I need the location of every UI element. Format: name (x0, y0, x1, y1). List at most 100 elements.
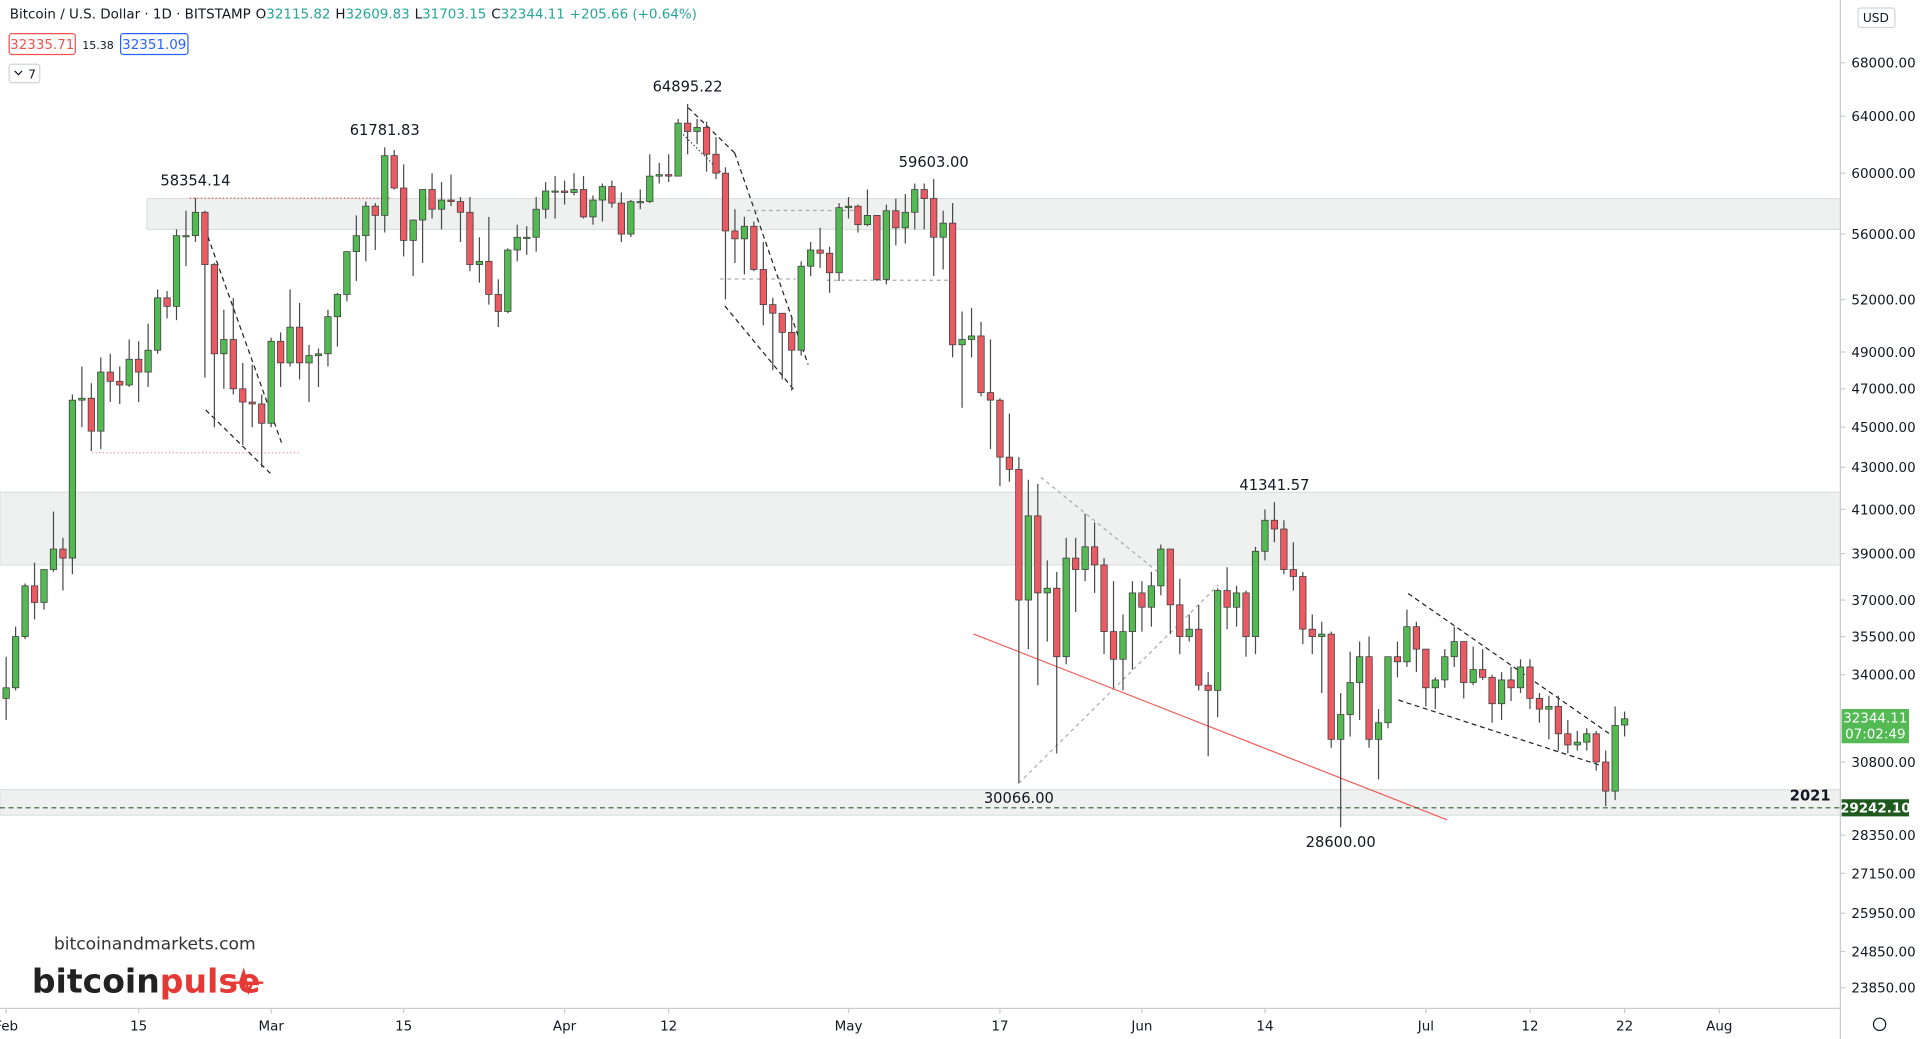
candle-body (504, 249, 512, 312)
current-price-box (1841, 709, 1909, 744)
candle-body (1564, 733, 1572, 746)
candle-body (154, 297, 162, 351)
candle-body (939, 222, 947, 238)
candle-body (1223, 590, 1231, 608)
price-annotation: 58354.14 (160, 172, 230, 189)
candle-body (1214, 590, 1222, 691)
current-price: 32344.11 (1843, 711, 1907, 726)
candle-body (674, 122, 682, 177)
candle-body (1062, 557, 1070, 658)
x-tick-label: Apr (553, 1019, 577, 1034)
candle-body (1479, 669, 1487, 678)
candle-body (1289, 569, 1297, 577)
ohlc-label: C (491, 7, 500, 22)
candle-body (352, 235, 360, 252)
candle-body (1280, 528, 1288, 570)
price-annotation: 61781.83 (350, 122, 420, 139)
candle-body (172, 235, 181, 307)
candle-body (314, 353, 323, 356)
candle-body (835, 207, 843, 274)
candle-body (49, 548, 58, 570)
candle-body (684, 122, 692, 132)
candle-body (1251, 550, 1260, 637)
ask: 32351.09 (122, 38, 186, 53)
candle-body (1005, 456, 1013, 470)
candle-body (248, 401, 256, 405)
candle-body (135, 358, 143, 373)
y-tick-label: 34000.00 (1851, 669, 1915, 684)
candle-body (1166, 548, 1174, 606)
candle-body (1469, 669, 1477, 683)
level-price: 29242.10 (1840, 802, 1911, 817)
settings-icon[interactable] (1872, 1017, 1887, 1032)
candle-body (494, 294, 502, 312)
candle-body (740, 225, 748, 240)
countdown: 07:02:49 (1845, 727, 1905, 742)
y-tick-label: 47000.00 (1851, 383, 1915, 398)
candle-body (1460, 641, 1468, 683)
candle-body (542, 190, 550, 210)
candle-body (210, 264, 218, 355)
candle-body (920, 189, 928, 199)
candle-body (825, 252, 834, 274)
candle-body (191, 211, 200, 237)
symbol-title: Bitcoin / U.S. Dollar · 1D · BITSTAMP (10, 7, 251, 22)
indicators-toggle[interactable] (8, 63, 41, 84)
candle-body (343, 251, 351, 295)
candle-body (362, 205, 370, 237)
candle-body (1299, 576, 1307, 630)
y-tick-label: 52000.00 (1851, 293, 1915, 308)
candle-body (1422, 648, 1430, 689)
candle-body (116, 380, 124, 386)
bid: 32335.71 (10, 38, 74, 53)
ohlc-value: 32115.82 (266, 7, 330, 22)
candle-body (750, 225, 758, 270)
candle-body (144, 349, 152, 373)
annotations: 58354.14 61781.83 64895.22 59603.00 41341.57… (160, 79, 1375, 851)
candle-body (1318, 633, 1326, 637)
candle-body (220, 339, 228, 355)
candle-body (1109, 631, 1118, 660)
candle-body (1621, 718, 1629, 726)
candle-body (873, 215, 881, 280)
y-tick-label: 41000.00 (1851, 503, 1915, 518)
candle-body (87, 397, 95, 432)
candle-body (986, 392, 995, 401)
trend-line (1407, 593, 1611, 735)
candle-body (1043, 587, 1051, 594)
candle-body (1431, 679, 1439, 689)
candle-body (40, 569, 48, 603)
indicators-count: 7 (28, 67, 36, 81)
candle-body (1384, 656, 1392, 724)
candle-body (106, 371, 114, 382)
candle-body (1081, 546, 1089, 570)
candle-body (1157, 548, 1165, 587)
candle-body (1488, 676, 1496, 705)
candle-body (863, 215, 872, 226)
pulse-icon (232, 967, 264, 996)
currency-button[interactable] (1857, 7, 1896, 29)
y-tick-label: 60000.00 (1851, 167, 1915, 182)
y-tick-label: 35500.00 (1851, 630, 1915, 645)
candle-body (1602, 761, 1610, 792)
candle-body (182, 235, 190, 238)
candle-body (163, 297, 171, 307)
x-tick-label: Feb (0, 1019, 18, 1034)
candle-body (579, 189, 588, 218)
candle-body (627, 201, 635, 235)
candle-body (409, 219, 417, 241)
levels: 2021 (0, 787, 1841, 809)
candle-body (305, 355, 313, 364)
candle-body (797, 265, 805, 351)
x-tick-label: Jun (1130, 1019, 1152, 1034)
candle-body (996, 399, 1004, 458)
candle-body (1337, 714, 1345, 740)
candle-body (844, 205, 853, 209)
y-tick-label: 39000.00 (1851, 547, 1915, 562)
ask-box[interactable] (119, 33, 189, 56)
trend-line (687, 107, 736, 154)
bid-box[interactable] (8, 33, 76, 56)
y-tick-label: 68000.00 (1851, 57, 1915, 72)
